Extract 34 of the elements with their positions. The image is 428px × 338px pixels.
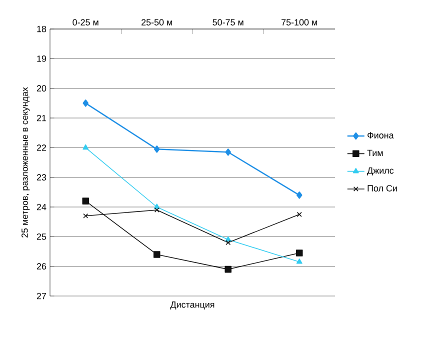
legend-label: Джилс — [367, 167, 394, 176]
y-tick-label: 21 — [36, 114, 46, 122]
point — [224, 266, 232, 273]
y-tick-label: 24 — [36, 204, 46, 210]
y-tick-label: 19 — [37, 55, 46, 62]
point — [296, 192, 302, 199]
y-tick-label: 27 — [36, 292, 46, 300]
point — [296, 258, 302, 264]
y-axis-title: 25 метров, разложенные в секундах — [22, 87, 30, 238]
point — [82, 144, 89, 150]
point — [296, 250, 303, 256]
point — [296, 212, 302, 217]
point — [82, 100, 89, 107]
y-tick-label: 22 — [36, 144, 46, 151]
point — [154, 146, 160, 153]
x-tick-label: 0-25 м — [72, 19, 98, 26]
x-tick-label: 50-75 м — [212, 19, 244, 26]
legend-label: Пол Си — [368, 185, 397, 192]
point — [154, 207, 160, 212]
y-tick-label: 18 — [37, 26, 46, 32]
y-tick-label: 20 — [36, 85, 46, 92]
x-tick-label: 25-50 м — [142, 19, 172, 26]
legend-label: Тим — [367, 150, 383, 156]
x-axis-title: Дистанция — [170, 302, 214, 310]
x-tick-label: 75-100 м — [282, 19, 318, 26]
point — [153, 251, 160, 258]
y-tick-label: 25 — [36, 233, 46, 240]
point — [226, 240, 231, 246]
y-tick-label: 26 — [36, 263, 46, 270]
point — [82, 198, 90, 204]
point — [83, 213, 88, 218]
point — [225, 148, 232, 156]
legend-label: Фиона — [368, 132, 394, 138]
y-tick-label: 23 — [36, 174, 46, 181]
